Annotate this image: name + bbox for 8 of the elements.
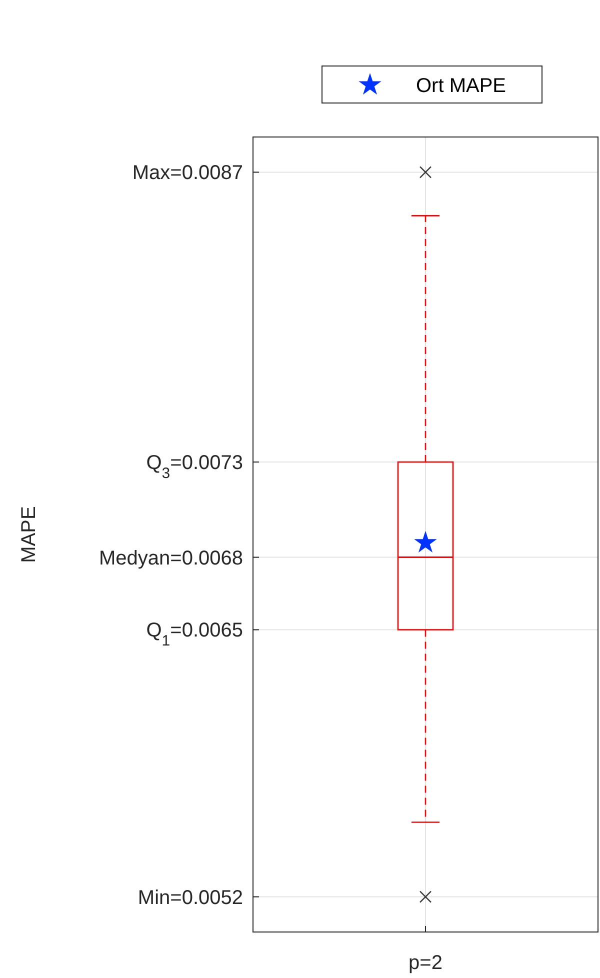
y-tick-label: Q$_{3}$=0.0073 [146,452,243,482]
y-tick-label: Q$_{1}$=0.0065 [146,620,243,650]
y-tick-label: Min=0.0052 [138,886,243,909]
x-tick-label: p=2 [408,952,442,974]
y-tick-label: Max=0.0087 [132,162,243,184]
legend-label: Ort MAPE [416,75,506,97]
y-axis-title: MAPE [18,506,40,563]
y-tick-label: Medyan=0.0068 [98,547,243,570]
